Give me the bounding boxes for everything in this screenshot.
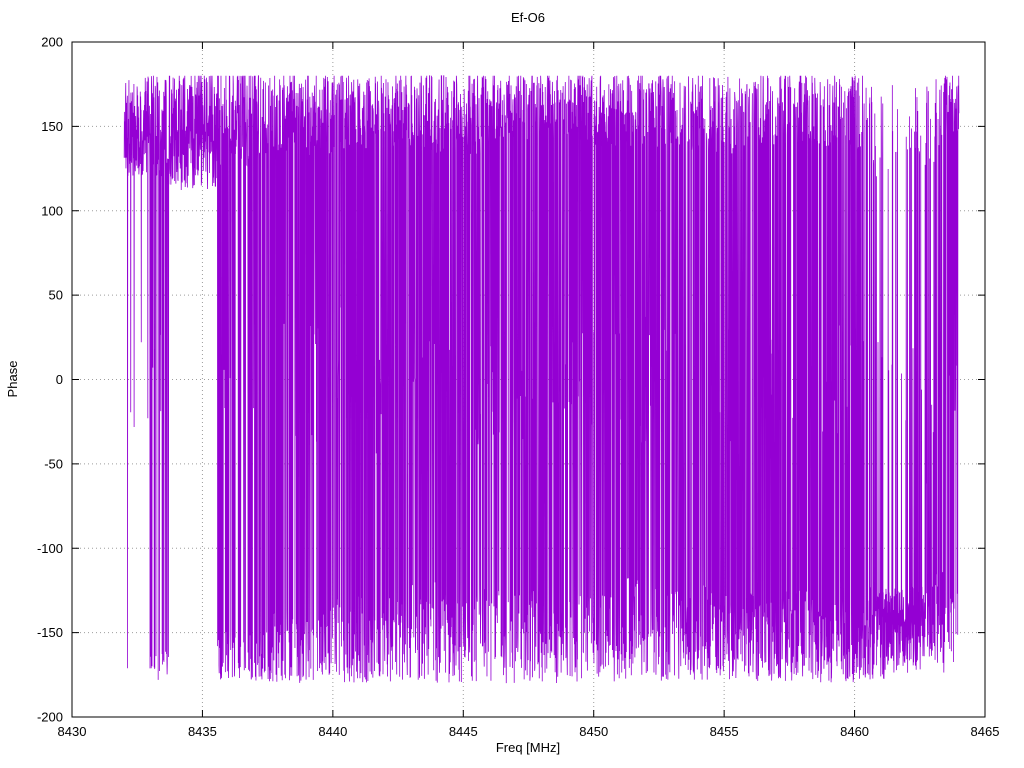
- y-axis-tick-labels: -200 -150 -100 -50 0 50 100 150 200: [37, 35, 63, 725]
- y-tick-label: 200: [41, 35, 63, 50]
- x-tick-label: 8445: [449, 724, 478, 739]
- phase-trace-line: [123, 75, 960, 684]
- y-tick-label: 100: [41, 203, 63, 218]
- x-axis-label: Freq [MHz]: [496, 740, 560, 755]
- y-tick-label: 0: [56, 372, 63, 387]
- y-tick-label: 150: [41, 119, 63, 134]
- axis-ticks: [71, 41, 986, 718]
- x-tick-label: 8430: [58, 724, 87, 739]
- y-tick-label: -100: [37, 541, 63, 556]
- chart-title: Ef-O6: [511, 10, 545, 25]
- x-tick-label: 8455: [710, 724, 739, 739]
- x-tick-label: 8435: [188, 724, 217, 739]
- x-tick-label: 8465: [971, 724, 1000, 739]
- y-tick-label: 50: [49, 288, 63, 303]
- y-tick-label: -150: [37, 625, 63, 640]
- y-tick-label: -50: [44, 456, 63, 471]
- x-tick-label: 8450: [579, 724, 608, 739]
- y-axis-label: Phase: [5, 361, 20, 398]
- y-tick-label: -200: [37, 710, 63, 725]
- x-axis-tick-labels: 8430 8435 8440 8445 8450 8455 8460 8465: [58, 724, 1000, 739]
- x-tick-label: 8440: [318, 724, 347, 739]
- x-tick-label: 8460: [840, 724, 869, 739]
